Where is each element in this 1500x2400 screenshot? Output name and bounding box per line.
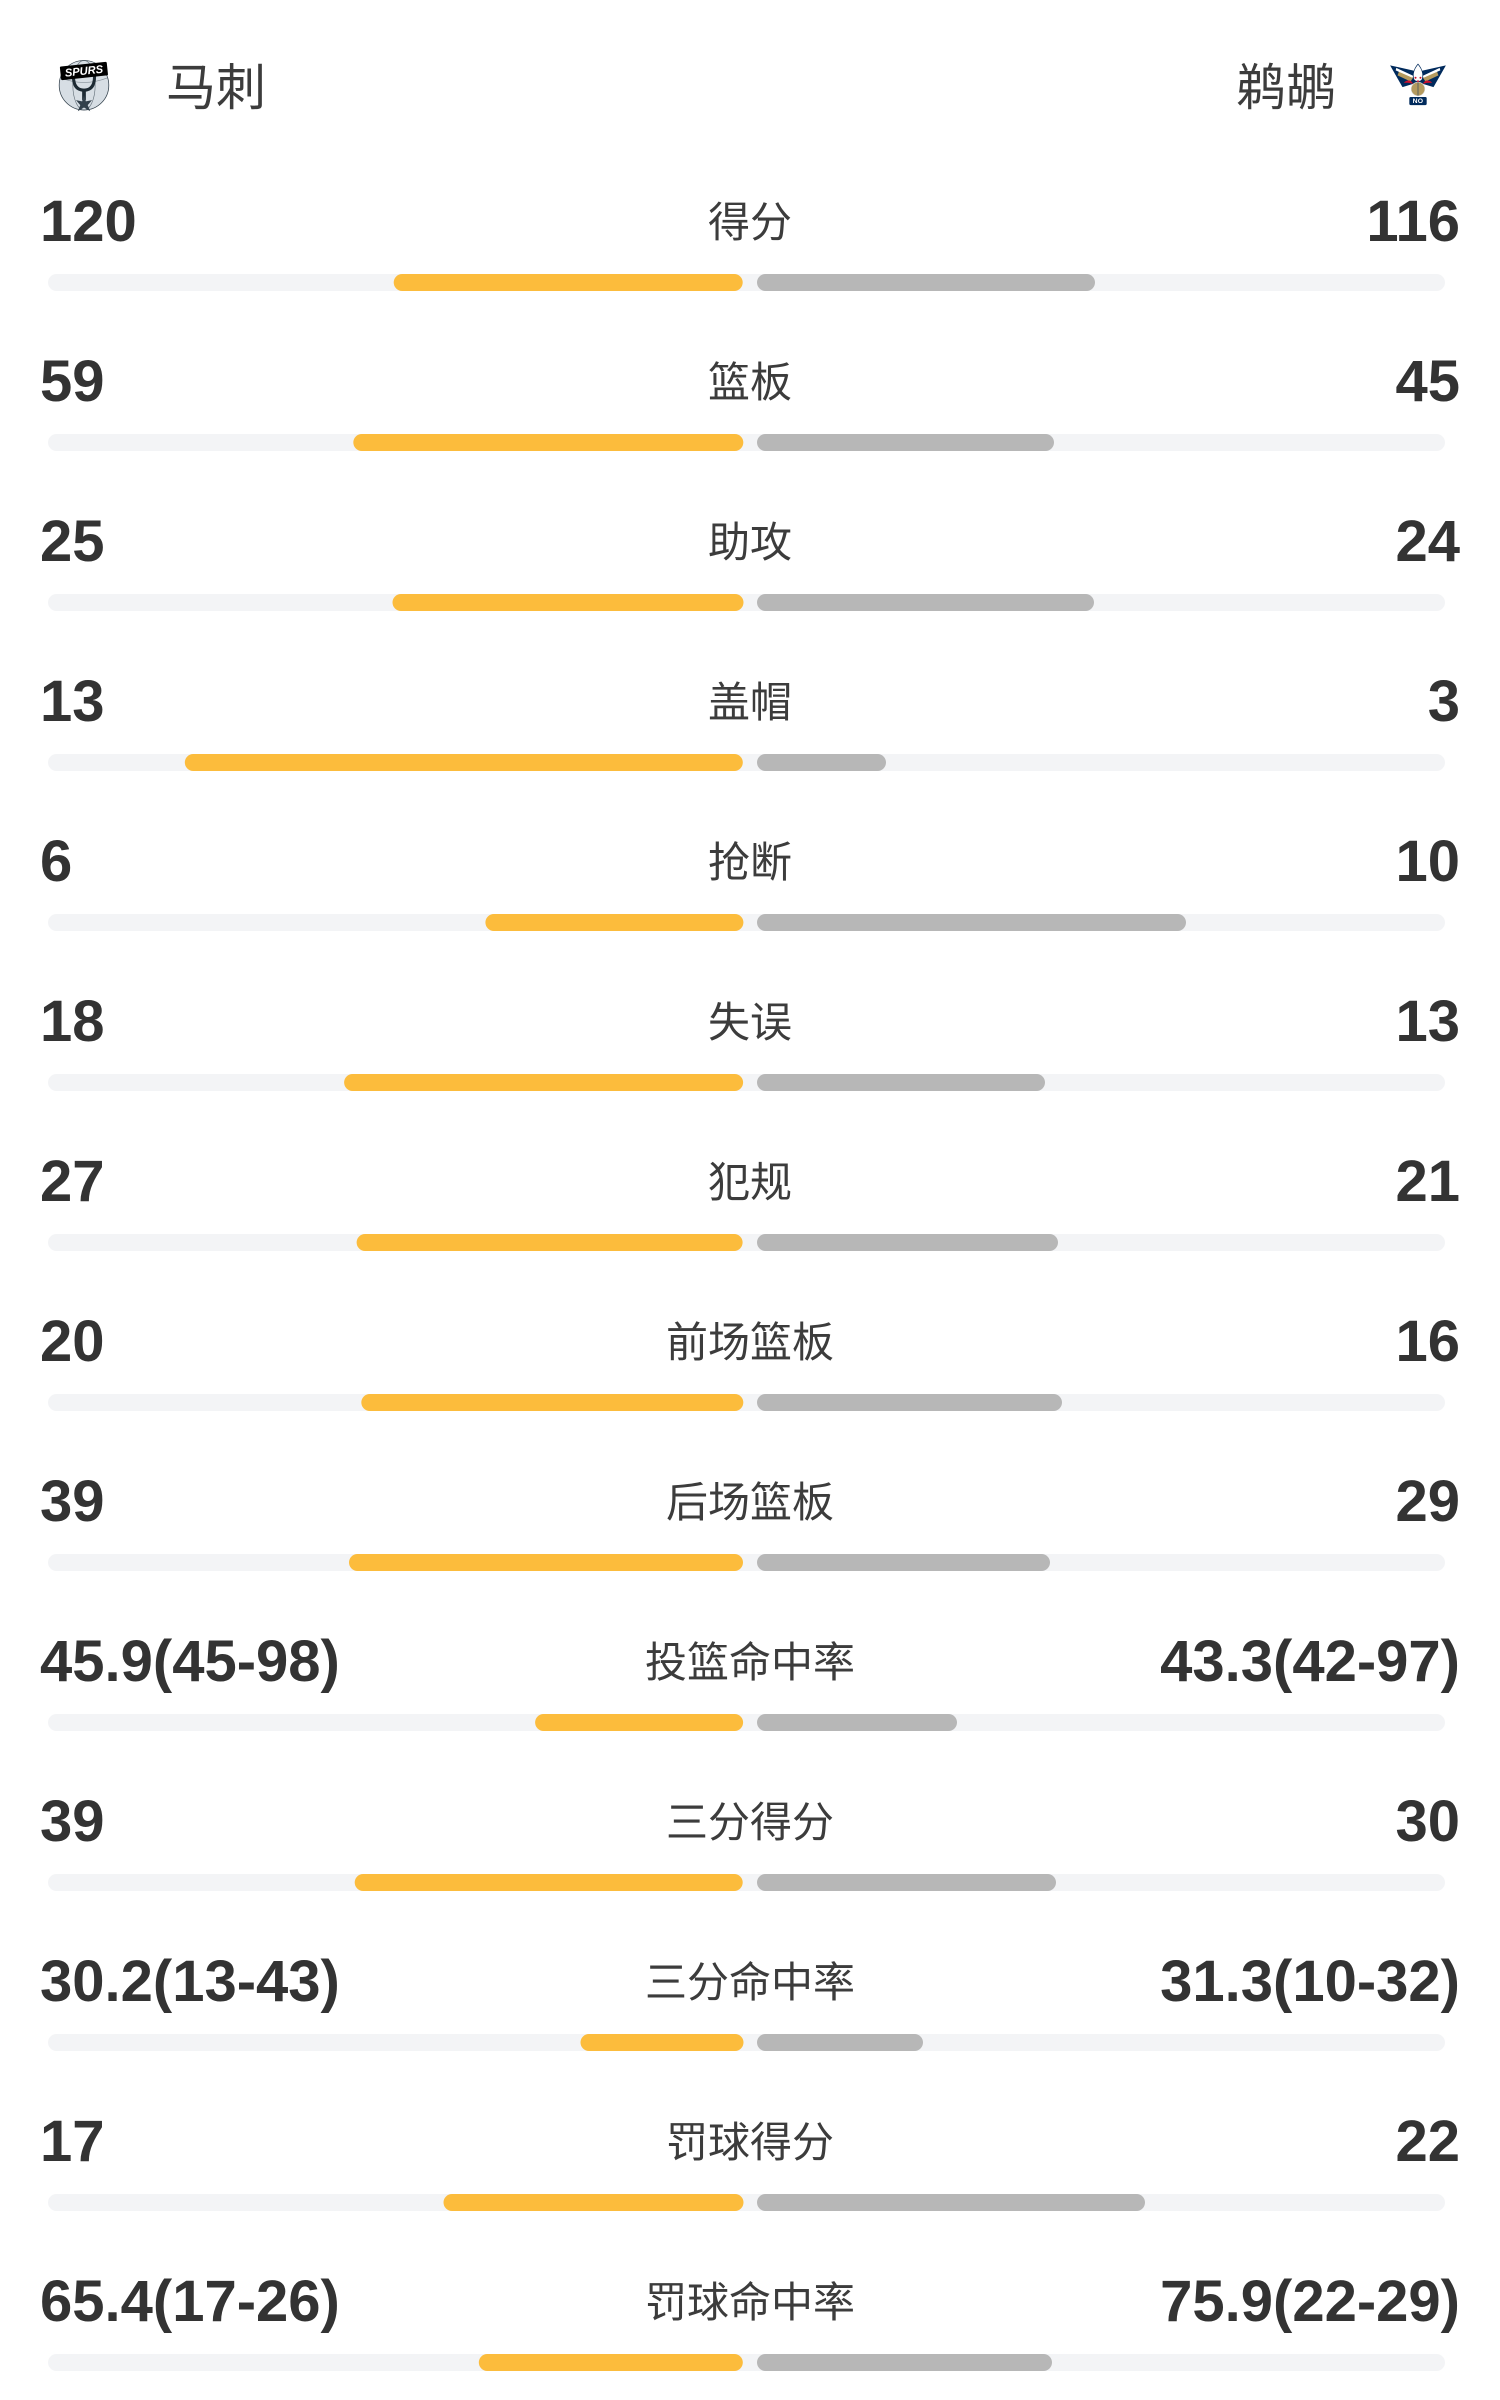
svg-text:NO: NO — [1413, 98, 1424, 105]
